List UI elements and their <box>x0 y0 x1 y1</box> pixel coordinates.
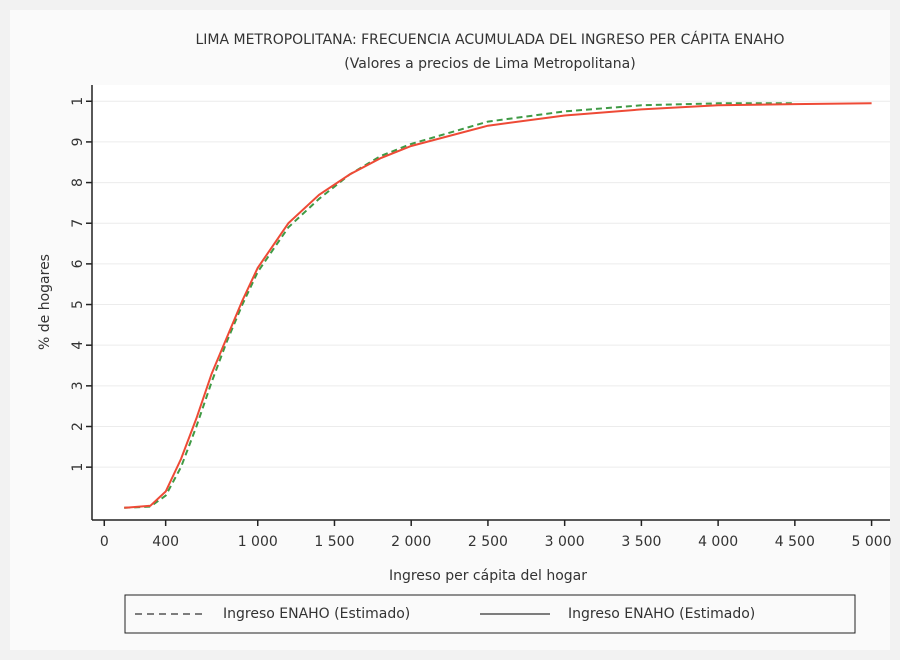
x-tick-label: 1 000 <box>238 534 278 550</box>
series-line <box>124 102 872 509</box>
y-tick-label: 8 <box>70 178 86 187</box>
x-tick-label: 400 <box>152 534 179 550</box>
x-tick-label: 1 500 <box>314 534 354 550</box>
y-tick-label: 4 <box>70 341 86 350</box>
legend-label: Ingreso ENAHO (Estimado) <box>223 606 410 622</box>
legend-box <box>124 594 856 634</box>
x-tick-label: 2 000 <box>391 534 431 550</box>
series-line <box>124 102 795 509</box>
x-tick-label: 3 000 <box>545 534 585 550</box>
x-tick-label: 4 000 <box>698 534 738 550</box>
y-axis-label: % de hogares <box>37 254 53 350</box>
x-tick-label: 5 000 <box>852 534 892 550</box>
x-tick-label: 0 <box>100 534 109 550</box>
y-tick-label: 2 <box>70 422 86 431</box>
y-tick-label: 5 <box>70 300 86 309</box>
y-tick-label: 1 <box>70 97 86 106</box>
chart-subtitle: (Valores a precios de Lima Metropolitana… <box>344 56 635 72</box>
plot-area <box>92 85 890 520</box>
x-tick-label: 4 500 <box>775 534 815 550</box>
y-tick-label: 6 <box>70 259 86 268</box>
legend-label: Ingreso ENAHO (Estimado) <box>568 606 755 622</box>
x-tick-label: 3 500 <box>621 534 661 550</box>
x-axis-label: Ingreso per cápita del hogar <box>389 568 587 584</box>
y-tick-label: 9 <box>70 137 86 146</box>
y-tick-label: 7 <box>70 219 86 228</box>
chart-title: LIMA METROPOLITANA: FRECUENCIA ACUMULADA… <box>195 31 784 48</box>
y-tick-label: 3 <box>70 381 86 390</box>
x-tick-label: 2 500 <box>468 534 508 550</box>
y-tick-label: 1 <box>70 463 86 472</box>
